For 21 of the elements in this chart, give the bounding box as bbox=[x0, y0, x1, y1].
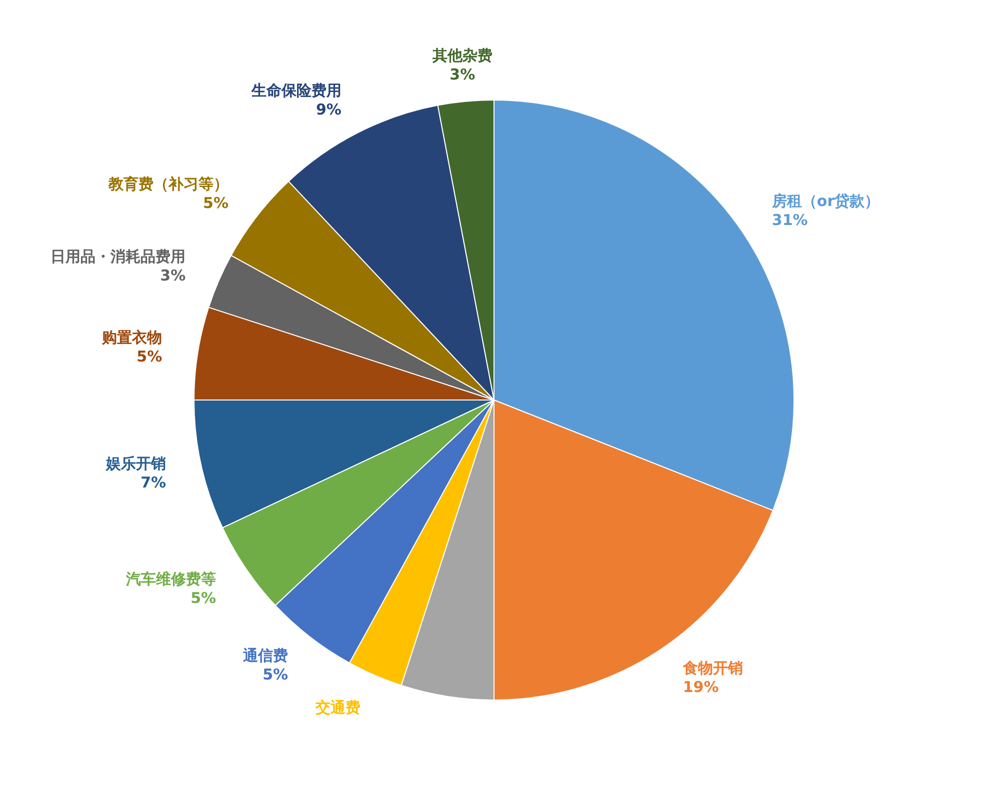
slice-label: 娱乐开销 bbox=[105, 454, 166, 472]
slice-label: 日用品・消耗品费用 bbox=[50, 248, 186, 266]
slice-label: 食物开销 bbox=[682, 658, 743, 678]
data-label: 3% bbox=[160, 266, 186, 285]
data-label: 31% bbox=[772, 211, 808, 230]
data-label: 5% bbox=[136, 348, 162, 366]
data-label: 7% bbox=[140, 473, 166, 492]
data-label: 3% bbox=[450, 66, 476, 84]
slice-label: 汽车维修费等 bbox=[125, 570, 216, 588]
slice-label: 教育费（补习等） bbox=[108, 175, 229, 194]
slice-label: 房租（or贷款） bbox=[770, 192, 880, 210]
slice-label: 交通费 bbox=[314, 698, 361, 716]
data-label: 9% bbox=[316, 100, 342, 119]
slice-label: 通信费 bbox=[242, 646, 288, 665]
data-label: 5% bbox=[203, 194, 229, 212]
data-label: 19% bbox=[682, 678, 719, 696]
slice-label: 生命保险费用 bbox=[250, 82, 342, 100]
data-label: 5% bbox=[190, 588, 216, 607]
slice-label: 购置衣物 bbox=[101, 328, 162, 347]
slice-label: 其他杂费 bbox=[431, 46, 492, 65]
data-label: 5% bbox=[262, 666, 288, 684]
